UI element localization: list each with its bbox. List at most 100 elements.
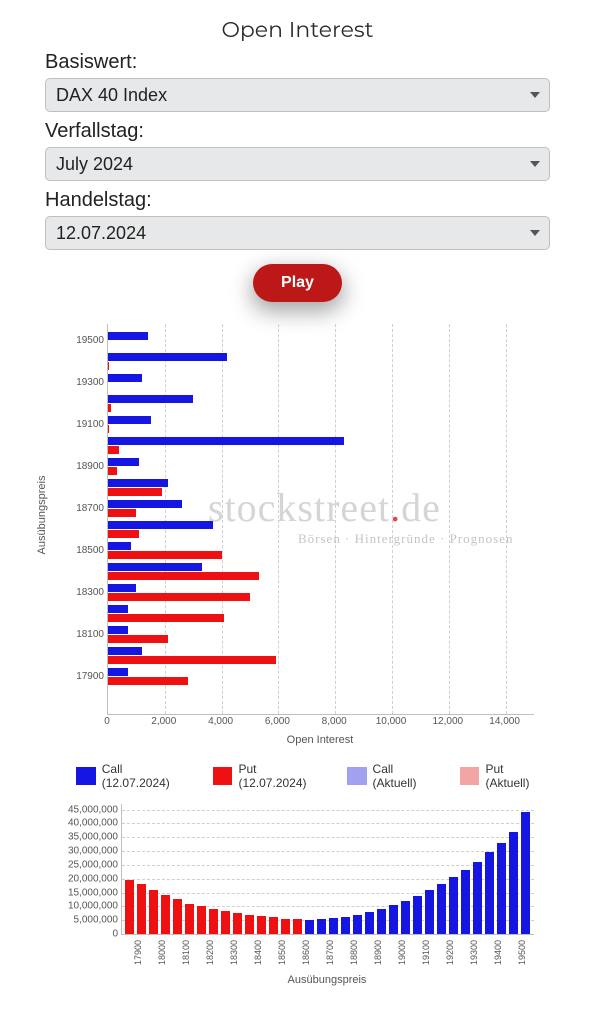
chart2-bar xyxy=(221,911,230,934)
chart1-strike-label: 18500 xyxy=(66,545,104,556)
chart2-bar xyxy=(521,812,530,934)
chart2-x-tick-label: 18400 xyxy=(253,940,263,965)
handelstag-label: Handelstag: xyxy=(45,189,550,212)
chart1-put-bar xyxy=(108,677,188,685)
chart1-row xyxy=(108,351,534,372)
chart1-put-bar xyxy=(108,488,162,496)
legend-label-put-aktuell: Put (Aktuell) xyxy=(485,762,550,790)
chart1-x-tick-label: 6,000 xyxy=(265,716,290,727)
chart2-bar xyxy=(305,920,314,934)
handelstag-select[interactable]: 12.07.2024 xyxy=(45,216,550,250)
basiswert-select[interactable]: DAX 40 Index xyxy=(45,78,550,112)
chart1-row: 19300 xyxy=(108,372,534,393)
chart1-call-bar xyxy=(108,353,227,361)
chart2-bar xyxy=(509,832,518,934)
chart1-put-bar xyxy=(108,551,222,559)
chart1-row xyxy=(108,645,534,666)
chart2-y-tick-label: 20,000,000 xyxy=(54,873,118,884)
chart2-y-tick-label: 45,000,000 xyxy=(54,804,118,815)
chart2-y-tick-label: 40,000,000 xyxy=(54,818,118,829)
chart1-strike-label: 17900 xyxy=(66,671,104,682)
verfallstag-select-wrap: July 2024 xyxy=(45,147,550,181)
chart2-y-tick-label: 25,000,000 xyxy=(54,859,118,870)
chart2-bar xyxy=(173,899,182,934)
chart2-bar xyxy=(449,877,458,934)
chart2-x-tick-label: 18800 xyxy=(349,940,359,965)
chart2-bar xyxy=(197,906,206,934)
chart2-x-tick-label: 18300 xyxy=(229,940,239,965)
chart2-x-tick-label: 17900 xyxy=(133,940,143,965)
chart2-y-tick-label: 10,000,000 xyxy=(54,901,118,912)
chart1-strike-label: 18100 xyxy=(66,629,104,640)
chart2-y-tick-label: 35,000,000 xyxy=(54,832,118,843)
chart1-strike-label: 18700 xyxy=(66,503,104,514)
legend-swatch-put xyxy=(213,767,233,785)
chart2-bar xyxy=(461,870,470,934)
legend-swatch-call-aktuell xyxy=(347,767,367,785)
chart1-put-bar xyxy=(108,425,109,433)
chart1-call-bar xyxy=(108,584,136,592)
chart2-bar xyxy=(401,901,410,934)
chart1-call-bar xyxy=(108,479,168,487)
chart1-call-bar xyxy=(108,542,131,550)
chart2-bar xyxy=(233,913,242,934)
chart1-y-axis-title: Ausübungspreis xyxy=(36,476,48,555)
legend-label-call: Call (12.07.2024) xyxy=(102,762,193,790)
handelstag-select-wrap: 12.07.2024 xyxy=(45,216,550,250)
chart2-bars xyxy=(122,804,534,934)
chart2-y-tick-label: 0 xyxy=(54,929,118,940)
chart2-x-tick-label: 18700 xyxy=(325,940,335,965)
chart2-x-tick-label: 18500 xyxy=(277,940,287,965)
chart2-bar xyxy=(473,862,482,934)
legend-item-put-aktuell: Put (Aktuell) xyxy=(460,762,550,790)
chart2-x-tick-label: 19300 xyxy=(469,940,479,965)
chart1-row: 18700 xyxy=(108,498,534,519)
page-container: Open Interest Basiswert: DAX 40 Index Ve… xyxy=(0,0,595,1010)
chart1-row xyxy=(108,435,534,456)
chart2-x-tick-label: 19100 xyxy=(421,940,431,965)
page-title: Open Interest xyxy=(45,16,550,43)
chart1-call-bar xyxy=(108,395,193,403)
legend-item-call: Call (12.07.2024) xyxy=(76,762,193,790)
basiswert-select-wrap: DAX 40 Index xyxy=(45,78,550,112)
chart2-bar xyxy=(353,915,362,934)
chart1-row xyxy=(108,561,534,582)
chart2-x-ticks: 1790018000181001820018300184001850018600… xyxy=(121,936,533,976)
chart2-x-tick-label: 18100 xyxy=(181,940,191,965)
chart1-put-bar xyxy=(108,404,111,412)
chart1-row: 18900 xyxy=(108,456,534,477)
chart2-x-tick-label: 19500 xyxy=(517,940,527,965)
chart2-bar xyxy=(149,890,158,934)
legend-swatch-put-aktuell xyxy=(460,767,480,785)
chart2-bar xyxy=(257,916,266,934)
chart1-row: 18500 xyxy=(108,540,534,561)
open-interest-bar-chart: Ausübungspreis stockstreet.de Börsen · H… xyxy=(45,320,550,750)
chart1-call-bar xyxy=(108,605,128,613)
chart1-x-tick-label: 0 xyxy=(104,716,110,727)
legend-swatch-call xyxy=(76,767,96,785)
chart1-strike-label: 18900 xyxy=(66,461,104,472)
chart1-put-bar xyxy=(108,635,168,643)
chart1-row: 19100 xyxy=(108,414,534,435)
chart2-bar xyxy=(125,880,134,934)
chart1-strike-label: 19100 xyxy=(66,419,104,430)
legend-item-put: Put (12.07.2024) xyxy=(213,762,327,790)
chart2-bar xyxy=(485,852,494,934)
chart1-call-bar xyxy=(108,416,151,424)
chart2-bar xyxy=(425,890,434,934)
chart1-put-bar xyxy=(108,509,136,517)
chart2-bar xyxy=(161,895,170,934)
chart1-put-bar xyxy=(108,572,259,580)
chart1-row: 18300 xyxy=(108,582,534,603)
chart2-bar xyxy=(377,909,386,934)
chart2-bar xyxy=(497,843,506,934)
play-button[interactable]: Play xyxy=(253,264,342,302)
verfallstag-select[interactable]: July 2024 xyxy=(45,147,550,181)
chart1-call-bar xyxy=(108,374,142,382)
chart2-bar xyxy=(281,919,290,934)
chart1-row: 19500 xyxy=(108,330,534,351)
chart1-x-tick-label: 2,000 xyxy=(151,716,176,727)
chart2-x-tick-label: 18900 xyxy=(373,940,383,965)
chart1-row xyxy=(108,603,534,624)
chart1-x-tick-label: 4,000 xyxy=(208,716,233,727)
